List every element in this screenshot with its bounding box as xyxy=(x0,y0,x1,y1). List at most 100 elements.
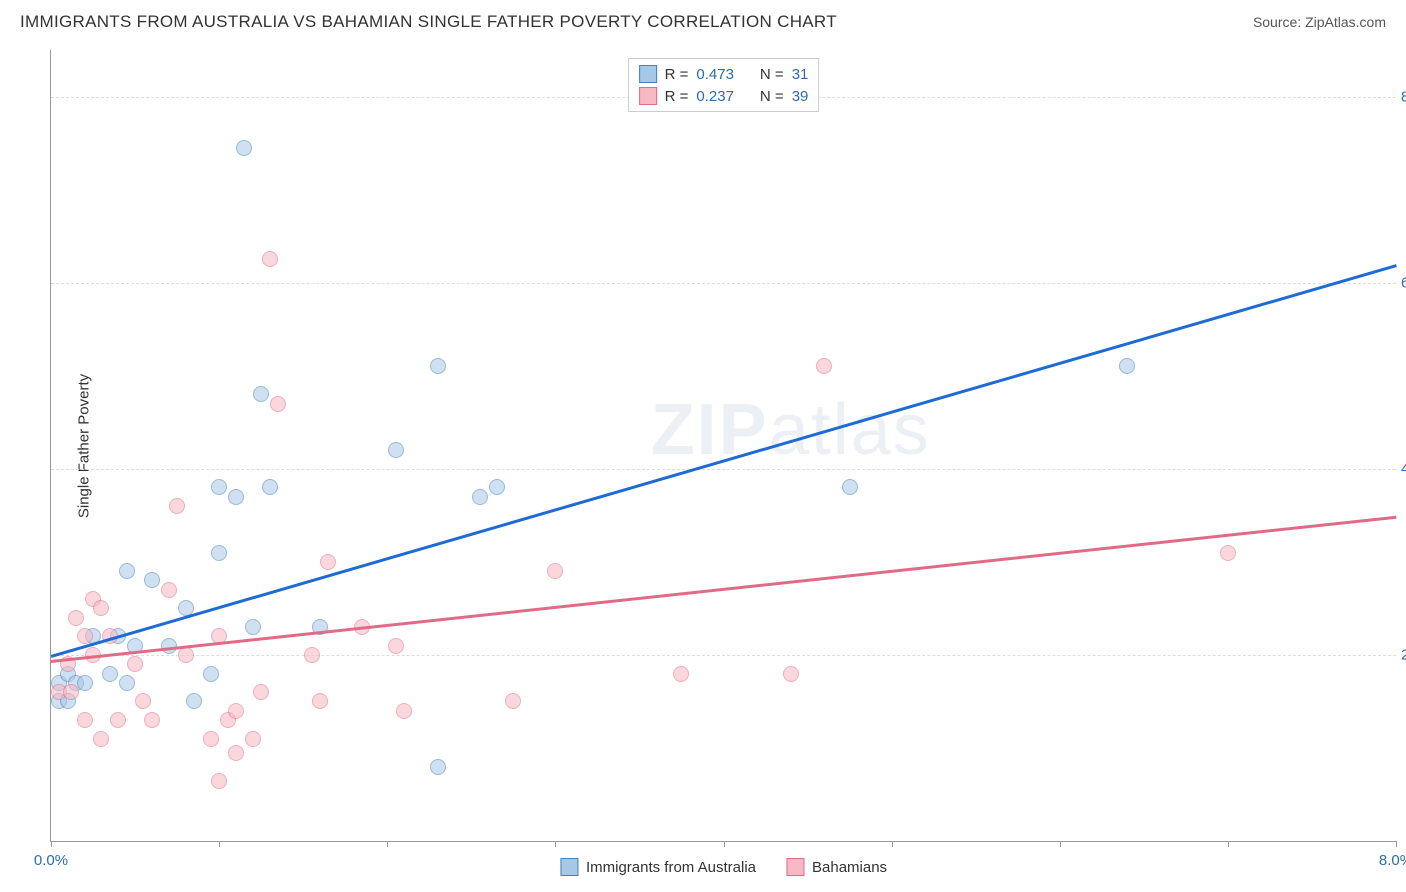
data-point xyxy=(253,386,269,402)
source-label: Source: ZipAtlas.com xyxy=(1253,14,1386,30)
legend-swatch xyxy=(786,858,804,876)
stat-r-value: 0.237 xyxy=(696,88,734,105)
data-point xyxy=(127,656,143,672)
legend-swatch xyxy=(560,858,578,876)
data-point xyxy=(312,693,328,709)
data-point xyxy=(236,140,252,156)
data-point xyxy=(77,675,93,691)
source-prefix: Source: xyxy=(1253,14,1305,30)
data-point xyxy=(144,712,160,728)
data-point xyxy=(783,666,799,682)
legend-label: Bahamians xyxy=(812,859,887,876)
data-point xyxy=(505,693,521,709)
data-point xyxy=(245,619,261,635)
xtick xyxy=(1060,841,1061,847)
stat-r-value: 0.473 xyxy=(696,66,734,83)
data-point xyxy=(472,489,488,505)
data-point xyxy=(816,358,832,374)
data-point xyxy=(211,479,227,495)
data-point xyxy=(396,703,412,719)
stat-n-value: 31 xyxy=(792,66,809,83)
data-point xyxy=(842,479,858,495)
ytick-label: 20.0% xyxy=(1401,646,1406,663)
data-point xyxy=(430,759,446,775)
data-point xyxy=(253,684,269,700)
xtick xyxy=(387,841,388,847)
data-point xyxy=(93,731,109,747)
data-point xyxy=(388,638,404,654)
data-point xyxy=(169,498,185,514)
chart-title: IMMIGRANTS FROM AUSTRALIA VS BAHAMIAN SI… xyxy=(20,12,837,32)
data-point xyxy=(161,638,177,654)
xtick xyxy=(1396,841,1397,847)
trend-line xyxy=(51,264,1397,657)
data-point xyxy=(262,251,278,267)
watermark: ZIPatlas xyxy=(651,389,931,471)
data-point xyxy=(262,479,278,495)
data-point xyxy=(245,731,261,747)
data-point xyxy=(119,675,135,691)
gridline xyxy=(51,283,1396,284)
stat-r-label: R = xyxy=(665,88,689,105)
watermark-light: atlas xyxy=(769,390,931,470)
xtick xyxy=(555,841,556,847)
data-point xyxy=(430,358,446,374)
xtick xyxy=(1228,841,1229,847)
legend-item: Bahamians xyxy=(786,858,887,876)
source-link[interactable]: ZipAtlas.com xyxy=(1305,14,1386,30)
stat-row: R = 0.473 N = 31 xyxy=(639,63,809,85)
legend-label: Immigrants from Australia xyxy=(586,859,756,876)
ytick-label: 80.0% xyxy=(1401,88,1406,105)
data-point xyxy=(102,666,118,682)
data-point xyxy=(63,684,79,700)
data-point xyxy=(304,647,320,663)
xtick xyxy=(892,841,893,847)
chart-container: Single Father Poverty ZIPatlas 20.0%40.0… xyxy=(50,50,1396,842)
legend-swatch xyxy=(639,65,657,83)
data-point xyxy=(178,647,194,663)
data-point xyxy=(68,610,84,626)
stat-n-label: N = xyxy=(760,66,784,83)
watermark-bold: ZIP xyxy=(651,390,769,470)
stat-n-label: N = xyxy=(760,88,784,105)
data-point xyxy=(161,582,177,598)
data-point xyxy=(547,563,563,579)
data-point xyxy=(93,600,109,616)
data-point xyxy=(144,572,160,588)
data-point xyxy=(1119,358,1135,374)
stat-n-value: 39 xyxy=(792,88,809,105)
xtick xyxy=(51,841,52,847)
data-point xyxy=(203,666,219,682)
ytick-label: 40.0% xyxy=(1401,460,1406,477)
xtick-label-right: 8.0% xyxy=(1379,852,1406,869)
stat-row: R = 0.237 N = 39 xyxy=(639,85,809,107)
data-point xyxy=(489,479,505,495)
stat-legend: R = 0.473 N = 31 R = 0.237 N = 39 xyxy=(628,58,820,112)
xtick-label-left: 0.0% xyxy=(34,852,68,869)
data-point xyxy=(228,489,244,505)
data-point xyxy=(203,731,219,747)
data-point xyxy=(211,545,227,561)
data-point xyxy=(77,628,93,644)
trend-line xyxy=(51,515,1396,662)
data-point xyxy=(211,773,227,789)
data-point xyxy=(673,666,689,682)
gridline xyxy=(51,469,1396,470)
data-point xyxy=(110,712,126,728)
data-point xyxy=(320,554,336,570)
legend-item: Immigrants from Australia xyxy=(560,858,756,876)
data-point xyxy=(228,745,244,761)
plot-area: ZIPatlas 20.0%40.0%60.0%80.0%0.0%8.0%R =… xyxy=(50,50,1396,842)
data-point xyxy=(270,396,286,412)
stat-r-label: R = xyxy=(665,66,689,83)
data-point xyxy=(388,442,404,458)
bottom-legend: Immigrants from Australia Bahamians xyxy=(560,858,887,876)
data-point xyxy=(1220,545,1236,561)
data-point xyxy=(135,693,151,709)
data-point xyxy=(77,712,93,728)
data-point xyxy=(228,703,244,719)
gridline xyxy=(51,655,1396,656)
data-point xyxy=(119,563,135,579)
data-point xyxy=(186,693,202,709)
ytick-label: 60.0% xyxy=(1401,274,1406,291)
